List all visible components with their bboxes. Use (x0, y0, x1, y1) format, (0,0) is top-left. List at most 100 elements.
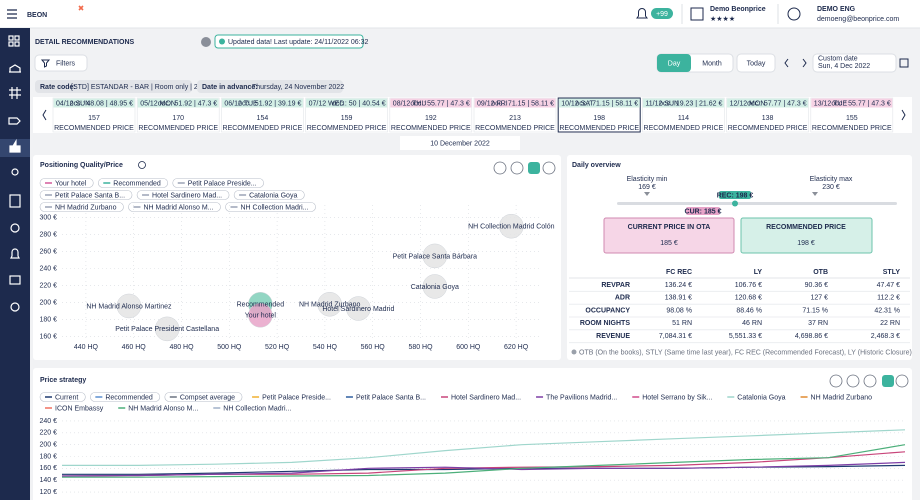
nav-icon[interactable] (9, 275, 21, 285)
table-cell: 136.24 € (665, 282, 692, 289)
nav-icon[interactable] (10, 302, 20, 312)
print-button[interactable] (493, 161, 507, 175)
legend-chip[interactable] (39, 202, 124, 212)
bubble-label: Petit Palace President Castellana (115, 326, 219, 333)
day-caption: RECOMMENDED PRICE (223, 125, 303, 132)
bubble-label: Catalonia Goya (411, 284, 459, 291)
legend-label: NH Madrid Alonso M... (128, 405, 198, 412)
nav-icon[interactable] (8, 35, 14, 41)
legend-chip[interactable] (39, 178, 94, 188)
nav-icon[interactable] (9, 87, 21, 99)
legend-label: Catalonia Goya (737, 394, 785, 401)
day-date: 06/12 TUE (224, 100, 258, 107)
day-date: 07/12 WED (309, 100, 345, 107)
bubble[interactable] (346, 296, 371, 321)
logo[interactable]: BEON (27, 12, 47, 19)
nav-icon[interactable] (10, 248, 20, 259)
expand-button[interactable] (863, 374, 877, 388)
legend-chip[interactable] (172, 178, 264, 188)
table-cell: 112.2 € (877, 295, 900, 302)
legend-chip[interactable] (90, 392, 161, 402)
day-occupancy: occ.: 71.15 | 58.11 € (575, 100, 638, 107)
day-occupancy: occ.: 50 | 40.54 € (332, 100, 386, 107)
bubble[interactable] (422, 274, 448, 299)
view-day-active[interactable] (657, 54, 691, 72)
legend-chip[interactable] (39, 392, 86, 402)
bell-icon[interactable] (636, 8, 648, 19)
download-button[interactable] (510, 161, 524, 175)
bubble-label: NH Madrid Zurbano (299, 302, 361, 309)
table-cell: 120.68 € (735, 295, 762, 302)
table-cell: 22 RN (880, 320, 900, 327)
day-date: 04/12 SUN (56, 100, 90, 107)
nav-icon[interactable] (8, 117, 21, 125)
day-caption: RECOMMENDED PRICE (54, 125, 134, 132)
y-tick-label: 220 € (39, 282, 57, 289)
bubble[interactable] (116, 293, 142, 319)
day-card-header (474, 98, 556, 108)
y-tick-label: 200 € (39, 299, 57, 306)
day-occupancy: occ.: 71.15 | 58.11 € (491, 100, 554, 107)
legend-chip[interactable] (225, 202, 316, 212)
legend-label: Hotel Serrano by Sik... (642, 394, 712, 401)
table-view-button[interactable] (542, 161, 556, 175)
bubble[interactable] (154, 316, 180, 342)
chart-view-button[interactable] (882, 375, 894, 387)
download-button[interactable] (846, 374, 860, 388)
nav-icon[interactable] (9, 194, 21, 208)
y-tick-label: 180 € (39, 316, 57, 323)
day-card-header (558, 98, 640, 108)
day-price: 192 (425, 115, 437, 122)
days-arrows[interactable] (42, 109, 906, 121)
today-button[interactable] (736, 53, 776, 73)
table-cell: 138.91 € (665, 295, 692, 302)
x-tick-label: 600 HQ (456, 344, 481, 351)
bubble[interactable] (248, 303, 273, 328)
info-icon[interactable] (138, 161, 146, 169)
chart-tools (493, 161, 556, 175)
custom-date-label: Custom date (818, 55, 858, 62)
legend-chip[interactable] (164, 392, 243, 402)
bubble[interactable] (317, 292, 342, 317)
user-email: demoeng@beonprice.com (817, 16, 899, 23)
legend-chip[interactable] (97, 178, 169, 188)
table-cell: 37 RN (808, 320, 828, 327)
legend-chip[interactable] (128, 202, 221, 212)
legend-chip[interactable] (233, 190, 305, 200)
view-month[interactable]: Month (702, 60, 722, 67)
view-day[interactable]: Day (668, 60, 681, 67)
user-icon[interactable] (787, 7, 801, 21)
bubble[interactable] (499, 213, 524, 239)
day-price: 155 (846, 115, 858, 122)
day-price: 114 (678, 115, 689, 122)
strategy-title: Price strategy (40, 377, 86, 384)
bubble[interactable] (422, 243, 448, 269)
nav-icon[interactable] (9, 64, 21, 73)
day-card-header (727, 98, 809, 108)
user-name[interactable]: DEMO ENG (817, 6, 856, 13)
y-tick-label: 160 € (39, 333, 57, 340)
print-button[interactable] (829, 374, 843, 388)
custom-date[interactable] (812, 53, 897, 73)
menu-icon[interactable] (7, 9, 17, 19)
nav-icon[interactable] (9, 138, 21, 153)
legend-chip[interactable] (39, 190, 133, 200)
nav-icon[interactable] (11, 168, 19, 176)
chart-view-button[interactable] (528, 162, 540, 174)
day-price: 157 (88, 115, 100, 122)
table-view-button[interactable] (895, 374, 909, 388)
legend-label: Petit Palace Preside... (188, 180, 257, 187)
filters-button[interactable] (34, 54, 88, 72)
legend-label: Petit Palace Santa B... (356, 394, 426, 401)
advance-chip (197, 80, 343, 93)
help-icon[interactable] (201, 37, 211, 47)
bubble-label: NH Madrid Alonso Martinez (86, 303, 172, 310)
day-occupancy: occ.: 48.08 | 48.95 € (70, 100, 133, 107)
calendar-icon[interactable] (899, 58, 909, 68)
nav-arrows[interactable] (784, 58, 807, 68)
account-name[interactable]: Demo Beonprice (710, 6, 766, 13)
table-header: STLY (883, 269, 901, 276)
day-card-header (306, 98, 388, 108)
nav-icon[interactable] (10, 223, 20, 233)
legend-chip[interactable] (136, 190, 230, 200)
